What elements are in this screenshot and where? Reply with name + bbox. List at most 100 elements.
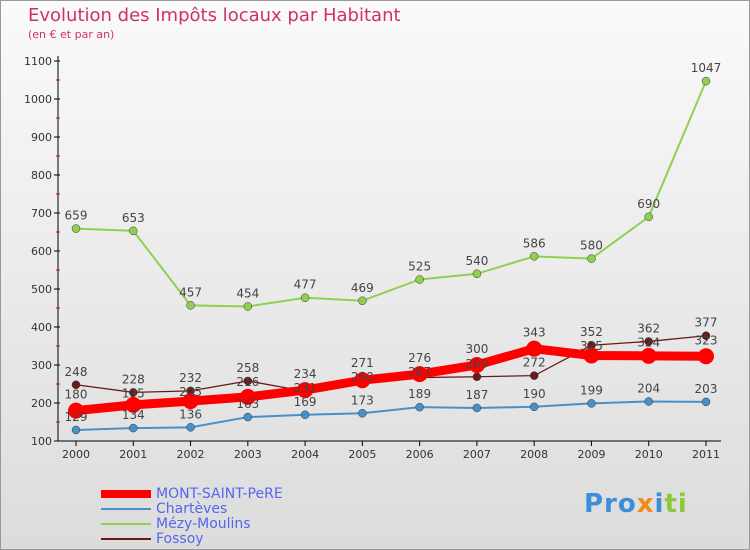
y-tick-label: 800 [31,169,52,182]
y-tick-label: 700 [31,207,52,220]
legend-label: Chartèves [156,501,228,517]
data-point [583,347,600,364]
y-tick-label: 500 [31,283,52,296]
data-label: 271 [351,356,374,370]
data-point [644,337,653,346]
data-point [472,403,482,413]
data-label: 134 [122,408,145,422]
series-line-Mézy-Moulins [75,80,707,308]
data-point [354,372,371,389]
data-label: 525 [408,260,431,274]
data-label: 180 [65,388,88,402]
data-label: 267 [408,365,431,379]
y-tick-label: 100 [31,435,52,448]
data-point [68,402,84,419]
data-point [587,254,596,263]
data-point [701,331,711,340]
data-label: 469 [351,281,374,295]
y-tick-label: 300 [31,359,52,372]
data-point [300,410,310,420]
x-tick-label: 2009 [577,448,605,461]
data-point [472,372,482,382]
data-point [701,397,711,407]
data-label: 580 [580,239,603,253]
data-label: 232 [179,371,202,385]
y-tick-label: 400 [31,321,52,334]
data-label: 205 [179,385,202,399]
x-tick-label: 2001 [119,448,147,461]
data-label: 195 [122,386,145,400]
x-tick-label: 2008 [520,448,548,461]
data-point [243,376,253,386]
data-point [358,296,367,306]
data-point [129,388,138,397]
data-point [415,275,424,284]
data-point [468,357,485,373]
data-point [182,393,199,410]
y-tick-label: 600 [31,245,52,258]
data-label: 659 [65,209,88,223]
data-point [297,382,314,399]
x-tick-label: 2000 [62,448,90,461]
data-point [186,301,195,310]
data-point [243,412,253,422]
data-label: 269 [465,357,488,371]
data-point [239,388,256,405]
x-tick-label: 2005 [348,448,376,461]
data-point [71,224,81,233]
data-point [698,348,714,365]
data-label: 204 [637,381,660,395]
data-point [640,347,657,364]
data-label: 231 [294,381,317,395]
data-label: 187 [465,388,488,402]
x-tick-label: 2010 [635,448,663,461]
data-point [472,269,482,279]
data-point [125,396,142,413]
data-point [529,252,539,261]
series-line-MONT-SAINT-PeRE [75,344,707,416]
data-label: 653 [122,211,145,225]
legend-label: Mézy-Moulins [156,516,251,532]
x-tick-label: 2011 [692,448,720,461]
data-label: 690 [637,197,660,211]
data-label: 199 [580,383,603,397]
data-label: 272 [523,356,546,370]
data-point [529,371,539,380]
data-label: 248 [65,365,88,379]
chart-subtitle: (en € et par an) [28,28,115,41]
legend-label: MONT-SAINT-PeRE [156,486,283,502]
data-point [129,226,138,236]
data-label: 352 [580,325,603,339]
data-label: 540 [465,254,488,268]
data-label: 1047 [691,61,722,75]
data-point [71,380,81,390]
data-point [71,425,81,435]
data-label: 163 [236,397,259,411]
data-label: 190 [523,387,546,401]
data-label: 234 [294,367,317,381]
data-label: 129 [65,410,88,424]
data-label: 260 [351,370,374,384]
data-label: 343 [523,326,546,340]
data-point [644,397,653,406]
data-point [529,402,539,412]
y-tick-label: 1000 [24,93,52,106]
data-point [644,212,653,222]
data-point [701,76,711,86]
data-label: 586 [523,236,546,250]
data-label: 173 [351,393,374,407]
data-label: 323 [695,333,718,347]
data-label: 228 [122,372,145,386]
data-label: 454 [236,286,259,300]
data-label: 169 [294,395,317,409]
legend-label: Fossoy [156,531,204,547]
data-label: 324 [637,335,660,349]
y-tick-label: 200 [31,397,52,410]
data-label: 377 [695,316,718,330]
data-point [358,409,367,418]
chart-title: Evolution des Impôts locaux par Habitant [28,5,401,26]
proxiti-logo: Proxiti [584,489,688,519]
data-label: 189 [408,387,431,401]
data-point [415,402,424,412]
